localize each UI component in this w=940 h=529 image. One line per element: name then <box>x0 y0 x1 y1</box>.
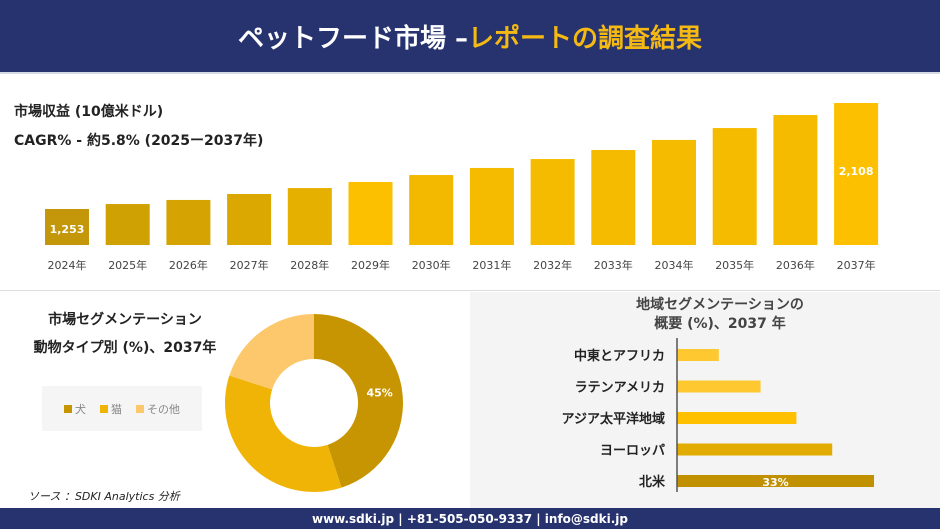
region-bar <box>677 380 761 393</box>
revenue-bar <box>227 193 272 245</box>
legend-item: 犬 <box>64 401 86 417</box>
donut-slice <box>229 314 314 390</box>
revenue-bar-chart: 2024年 1,253 2025年 2026年 2027年 2028年 2029年 2030年… <box>45 102 879 272</box>
region-title-line1: 地域セグメンテーションの <box>636 297 804 313</box>
region-segment-section: 地域セグメンテーションの 概要 (%)、2037 年 中東とアフリカ ラテンアメリ… <box>470 292 940 508</box>
year-tick-label: 2029年 <box>351 258 390 272</box>
donut-legend: 犬 猫 その他 <box>42 386 202 431</box>
page-header: ペットフード市場 – レポートの調査結果 <box>0 0 940 74</box>
region-label: 中東とアフリカ <box>574 348 665 364</box>
region-bar <box>677 349 719 361</box>
year-tick-label: 2033年 <box>594 258 633 272</box>
region-label: アジア太平洋地域 <box>562 411 665 427</box>
revenue-bar <box>469 167 514 245</box>
revenue-bar <box>105 204 150 245</box>
revenue-section: 市場収益 (10億米ドル) CAGR% - 約5.8% (2025ー2037年)… <box>0 76 940 291</box>
revenue-bar <box>834 102 879 246</box>
legend-swatch <box>100 404 108 413</box>
year-tick-label: 2037年 <box>837 258 876 272</box>
revenue-bar <box>45 208 89 245</box>
legend-item: 猫 <box>100 401 122 417</box>
legend-swatch <box>64 404 72 413</box>
year-tick-label: 2035年 <box>715 258 754 272</box>
region-label: ヨーロッパ <box>600 444 665 459</box>
revenue-bar <box>287 188 332 245</box>
bar-data-label: 1,253 <box>50 223 85 236</box>
legend-swatch <box>136 404 144 413</box>
year-tick-label: 2030年 <box>412 258 451 272</box>
region-title-line2: 概要 (%)、2037 年 <box>654 316 786 332</box>
revenue-bar <box>409 175 454 245</box>
year-tick-label: 2027年 <box>230 258 269 272</box>
year-tick-label: 2032年 <box>533 258 572 272</box>
revenue-bar <box>773 115 818 246</box>
year-tick-label: 2026年 <box>169 258 208 272</box>
year-tick-label: 2025年 <box>108 258 147 272</box>
year-tick-label: 2036年 <box>776 258 815 272</box>
title-accent: レポートの調査結果 <box>468 23 703 54</box>
region-label: 北米 <box>639 474 666 490</box>
region-bar <box>677 443 833 456</box>
bar-data-label: 2,108 <box>839 165 874 178</box>
segment-title-line2: 動物タイプ別 (%)、2037年 <box>33 340 217 356</box>
revenue-bar <box>652 139 696 245</box>
legend-label: 猫 <box>111 402 122 416</box>
legend-label: 犬 <box>75 402 86 416</box>
revenue-label: 市場収益 (10億米ドル) <box>14 104 164 120</box>
legend-item: その他 <box>136 401 180 417</box>
donut-data-label: 45% <box>367 387 393 400</box>
revenue-bar <box>712 128 757 245</box>
animal-donut-chart: 45% <box>225 314 403 492</box>
year-tick-label: 2024年 <box>48 258 87 272</box>
year-tick-label: 2028年 <box>290 258 329 272</box>
legend-label: その他 <box>147 402 180 416</box>
animal-segment-section: 市場セグメンテーション 動物タイプ別 (%)、2037年 犬 猫 その他 45% ソ… <box>0 292 470 508</box>
region-title: 地域セグメンテーションの 概要 (%)、2037 年 <box>570 296 870 334</box>
source-note: ソース ：SDKI Analytics 分析 <box>28 490 180 503</box>
revenue-bar <box>348 181 393 245</box>
donut-slice <box>225 375 342 492</box>
cagr-label: CAGR% - 約5.8% (2025ー2037年) <box>14 133 264 149</box>
year-tick-label: 2031年 <box>472 258 511 272</box>
segment-title: 市場セグメンテーション 動物タイプ別 (%)、2037年 <box>20 306 230 362</box>
region-data-label: 33% <box>762 476 788 489</box>
footer-contact: www.sdki.jp | +81-505-050-9337 | info@sd… <box>0 508 940 529</box>
revenue-bar <box>591 149 636 245</box>
title-main: ペットフード市場 – <box>237 23 469 54</box>
region-bar <box>677 475 875 487</box>
revenue-bar <box>166 199 211 245</box>
year-tick-label: 2034年 <box>655 258 694 272</box>
segment-title-line1: 市場セグメンテーション <box>48 312 202 328</box>
region-label: ラテンアメリカ <box>575 381 665 396</box>
donut-slice <box>314 314 403 488</box>
revenue-bar <box>530 159 575 245</box>
region-bar <box>677 412 797 424</box>
